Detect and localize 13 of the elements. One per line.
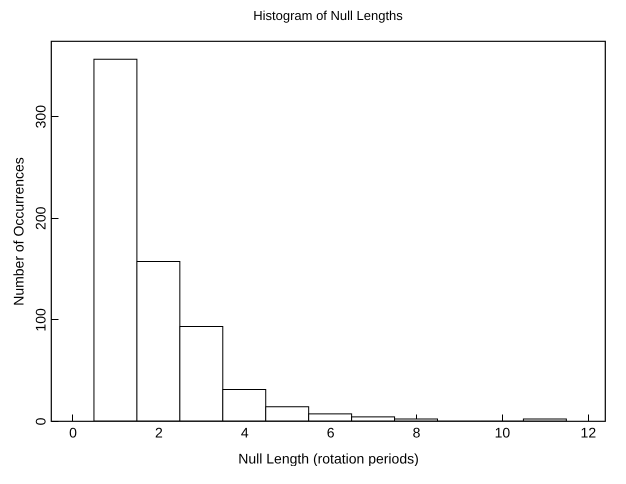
y-axis-title: Number of Occurrences <box>10 157 26 306</box>
y-tick-label: 300 <box>32 104 48 128</box>
y-tick-label: 100 <box>32 308 48 332</box>
x-tick-label: 10 <box>494 424 510 440</box>
x-tick-label: 0 <box>69 424 78 440</box>
x-tick-label: 12 <box>580 424 596 440</box>
x-tick-label: 8 <box>412 424 421 440</box>
y-tick-label: 0 <box>32 417 48 426</box>
x-tick-label: 6 <box>326 424 335 440</box>
y-tick-label: 200 <box>32 206 48 230</box>
chart-title: Histogram of Null Lengths <box>253 8 404 23</box>
x-tick-label: 4 <box>240 424 249 440</box>
x-tick-label: 2 <box>154 424 163 440</box>
